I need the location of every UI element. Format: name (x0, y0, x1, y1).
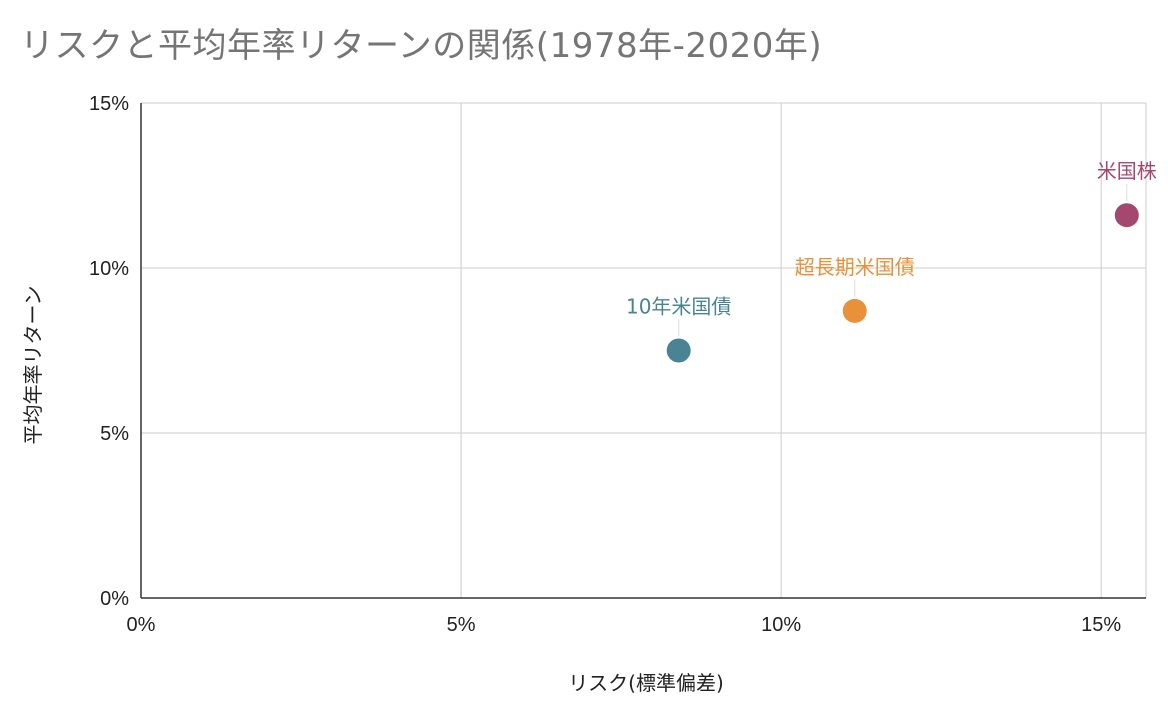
chart-title: リスクと平均年率リターンの関係(1978年-2020年) (20, 26, 823, 66)
x-tick-label: 10% (761, 614, 801, 636)
y-axis-title: 平均年率リターン (21, 286, 45, 445)
point-label: 超長期米国債 (795, 255, 915, 279)
data-point (842, 298, 867, 323)
point-labels: 10年米国債 超長期米国債 米国株 (626, 159, 1157, 337)
point-label: 米国株 (1097, 159, 1157, 183)
tick-labels: 0% 5% 10% 15% 0% 5% 10% 15% (89, 93, 1121, 636)
x-tick-label: 0% (127, 614, 156, 636)
grid-lines (141, 102, 1147, 598)
y-tick-label: 10% (89, 258, 129, 280)
y-tick-label: 0% (100, 588, 129, 610)
x-axis-title: リスク(標準偏差) (568, 671, 724, 695)
data-points (666, 203, 1139, 363)
axes (140, 103, 1146, 599)
x-tick-label: 5% (447, 614, 476, 636)
y-tick-label: 5% (100, 423, 129, 445)
data-point (1114, 203, 1139, 228)
data-point (666, 338, 691, 363)
x-tick-label: 15% (1081, 614, 1121, 636)
point-label: 10年米国債 (626, 295, 731, 319)
y-tick-label: 15% (89, 93, 129, 115)
